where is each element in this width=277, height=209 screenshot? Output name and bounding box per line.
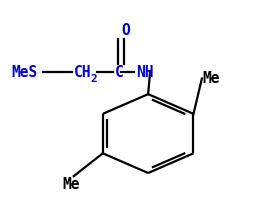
Text: O: O (121, 23, 130, 38)
Text: C: C (115, 65, 124, 80)
Text: NH: NH (136, 65, 153, 80)
Text: CH: CH (74, 65, 91, 80)
Text: Me: Me (63, 177, 80, 192)
Text: 2: 2 (90, 74, 97, 84)
Text: Me: Me (202, 71, 219, 86)
Text: MeS: MeS (12, 65, 38, 80)
